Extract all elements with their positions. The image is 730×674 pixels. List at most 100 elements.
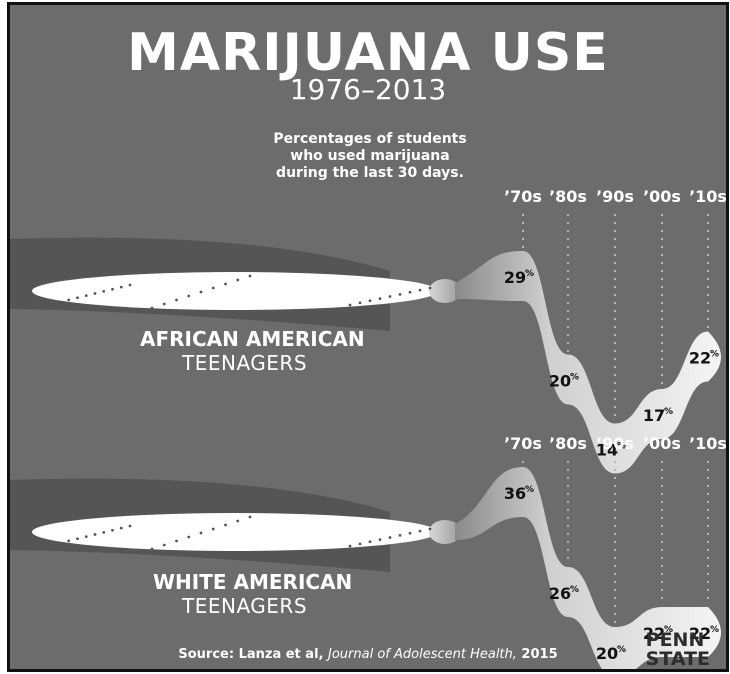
seam-dot <box>187 535 191 539</box>
decade-label: ’80s <box>549 187 587 206</box>
seam-dot <box>150 547 154 551</box>
joint-body <box>32 513 438 551</box>
joint-tip <box>429 279 461 303</box>
seam-dot <box>111 528 114 532</box>
group-label-line2: TEENAGERS <box>182 594 308 618</box>
smoke-band <box>455 467 721 669</box>
smoke-band <box>455 251 721 474</box>
data-unit: % <box>617 645 626 655</box>
seam-dot <box>58 300 62 304</box>
data-unit: % <box>664 625 673 635</box>
seam-dot <box>428 527 432 531</box>
data-unit: % <box>525 485 534 495</box>
seam-dot <box>84 535 88 539</box>
seam-dot <box>67 539 71 543</box>
seam-dot <box>398 292 402 296</box>
source-citation: Source: Lanza et al, Journal of Adolesce… <box>10 647 726 662</box>
data-unit: % <box>710 350 719 360</box>
source-journal: Journal of Adolescent Health, <box>328 647 517 662</box>
seam-dot <box>418 529 422 533</box>
seam-dot <box>408 290 412 294</box>
seam-dot <box>58 541 62 545</box>
decade-label: ’90s <box>596 187 634 206</box>
seam-dot <box>162 543 166 547</box>
seam-dot <box>199 531 203 535</box>
seam-dot <box>358 301 362 305</box>
data-unit: % <box>664 407 673 417</box>
decade-label: ’00s <box>643 187 681 206</box>
data-value: 22 <box>643 624 665 643</box>
joint-body <box>32 272 438 310</box>
seam-dot <box>175 539 178 543</box>
seam-dot <box>418 288 422 292</box>
decade-label: ’10s <box>689 434 726 453</box>
seam-dot <box>236 278 240 282</box>
data-value: 17 <box>643 406 665 425</box>
decade-label: ’70s <box>504 434 542 453</box>
seam-dot <box>388 295 392 298</box>
seam-dot <box>67 298 71 302</box>
joint-tip <box>429 520 461 544</box>
seam-dot <box>224 523 227 527</box>
decade-label: ’70s <box>504 187 542 206</box>
seam-dot <box>428 286 432 290</box>
seam-dot <box>93 533 97 536</box>
note-line: Percentages of students <box>273 131 467 147</box>
data-unit: % <box>570 373 579 383</box>
seam-dot <box>199 290 203 294</box>
seam-dot <box>76 296 79 300</box>
seam-dot <box>358 542 362 546</box>
note-line: during the last 30 days. <box>276 165 464 181</box>
seam-dot <box>128 524 132 528</box>
seam-dot <box>378 538 382 542</box>
seam-dot <box>408 531 412 535</box>
seam-dot <box>236 519 240 523</box>
seam-dot <box>76 537 79 541</box>
seam-dot <box>111 287 114 291</box>
seam-dot <box>348 544 352 548</box>
page-title: MARIJUANA USE <box>127 23 609 83</box>
seam-dot <box>102 289 106 293</box>
decade-label: ’10s <box>689 187 726 206</box>
seam-dot <box>398 533 402 537</box>
data-value: 14 <box>596 441 618 460</box>
seam-dot <box>248 274 252 278</box>
seam-dot <box>119 285 123 289</box>
data-value: 22 <box>689 349 711 368</box>
seam-dot <box>368 540 372 544</box>
infographic-frame: MARIJUANA USE 1976–2013 Percentages of s… <box>7 2 729 672</box>
seam-dot <box>93 292 97 295</box>
source-prefix: Source: Lanza et al, <box>178 647 328 662</box>
data-value: 36 <box>504 484 526 503</box>
note-line: who used marijuana <box>290 148 450 164</box>
penn-state-logo: PENN STATE <box>646 631 710 669</box>
data-unit: % <box>617 442 626 452</box>
group-label-african-american: AFRICAN AMERICAN TEENAGERS <box>140 327 365 375</box>
logo-line: STATE <box>645 648 710 670</box>
seam-dot <box>248 515 252 519</box>
group-label-line1: AFRICAN AMERICAN <box>140 327 365 351</box>
data-value: 20 <box>596 644 618 663</box>
data-value: 29 <box>504 268 526 287</box>
decade-label: ’80s <box>549 434 587 453</box>
seam-dot <box>388 536 392 539</box>
seam-dot <box>224 282 227 286</box>
seam-dot <box>187 294 191 298</box>
chart-note: Percentages of students who used marijua… <box>250 131 490 182</box>
seam-dot <box>378 297 382 301</box>
seam-dot <box>175 298 178 302</box>
seam-dot <box>211 286 215 290</box>
data-unit: % <box>710 625 719 635</box>
seam-dot <box>211 527 215 531</box>
group-label-line1: WHITE AMERICAN <box>153 570 353 594</box>
group-label-line2: TEENAGERS <box>182 351 308 375</box>
data-unit: % <box>525 269 534 279</box>
seam-dot <box>162 302 166 306</box>
decade-label: ’90s <box>596 434 634 453</box>
seam-dot <box>102 530 106 534</box>
data-unit: % <box>570 585 579 595</box>
page-subtitle: 1976–2013 <box>289 73 447 106</box>
